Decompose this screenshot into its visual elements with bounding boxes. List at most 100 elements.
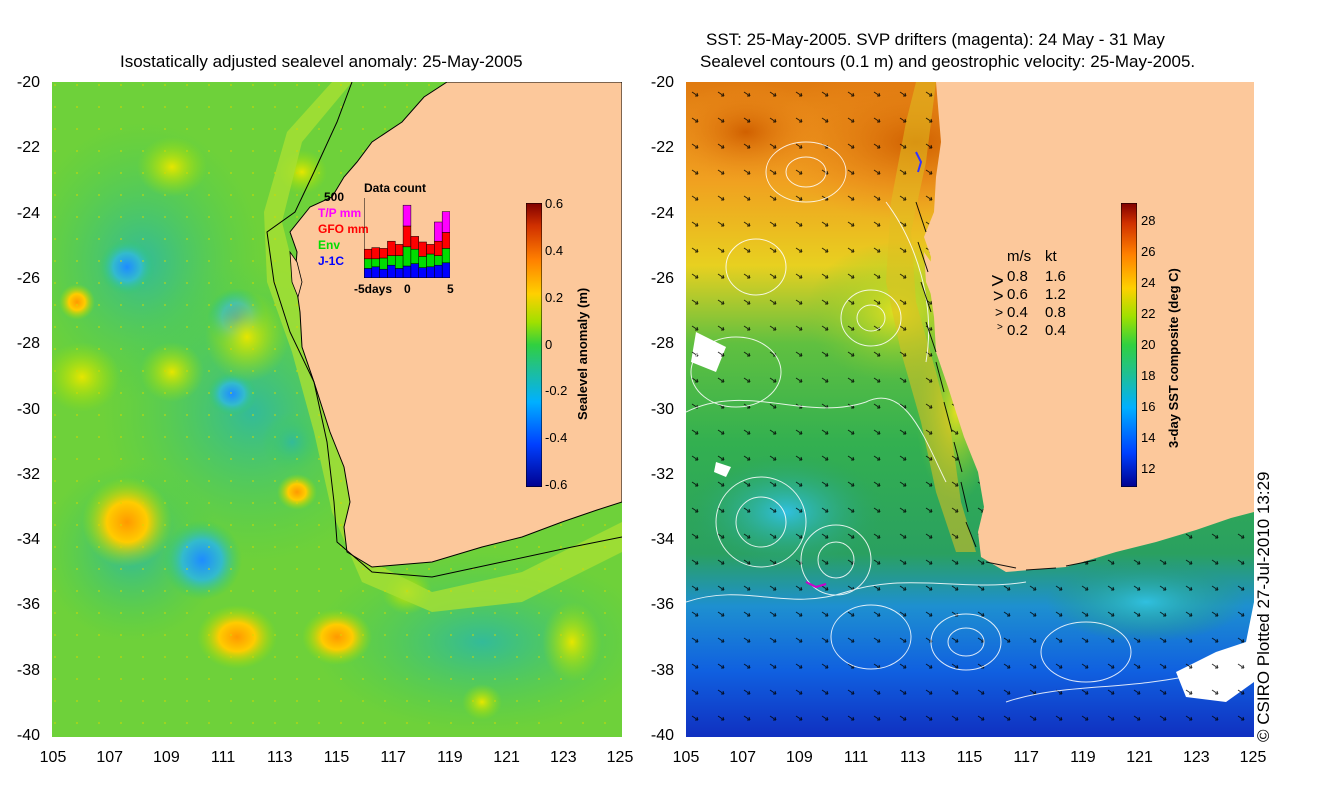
inset-bar-segment (441, 262, 450, 278)
inset-bar-segment (426, 253, 435, 268)
y-tick-label: -40 (16, 727, 40, 744)
speed-legend: m/s kt >0.8 1.6 >0.6 1.2 >0.4 0.8 >0.2 0.4 (985, 248, 1085, 348)
legend-header-ms: m/s (1007, 248, 1032, 265)
x-tick-label: 111 (210, 749, 236, 766)
inset-bar-segment (395, 244, 404, 256)
inset-series-label: GFO mm (318, 222, 369, 236)
inset-bar-segment (418, 241, 427, 257)
legend-speed-kt: 1.2 (1045, 286, 1066, 303)
inset-bar-segment (371, 258, 380, 268)
inset-bar-segment (364, 248, 373, 260)
y-tick-label: -20 (16, 74, 40, 91)
inset-bar-segment (379, 268, 388, 278)
inset-bar-segment (434, 221, 443, 242)
y-tick-label: -24 (16, 204, 40, 222)
inset-bar-segment (426, 244, 435, 255)
legend-arrow-icon: > (997, 322, 1003, 333)
legend-speed-kt: 1.6 (1045, 268, 1066, 285)
inset-bar-segment (410, 263, 419, 278)
y-tick-label: -36 (16, 596, 40, 614)
colorbar-tick-label: 22 (1141, 306, 1156, 321)
legend-speed-ms: 0.4 (1007, 304, 1028, 321)
x-tick-label: 113 (267, 749, 293, 766)
y-tick-label: -30 (650, 400, 674, 418)
y-tick-label: -32 (650, 465, 674, 483)
inset-bar-segment (434, 240, 443, 256)
y-tick-label: -34 (650, 531, 674, 549)
legend-header-kt: kt (1045, 248, 1057, 265)
inset-bar-chart (364, 198, 450, 278)
inset-bar-segment (379, 248, 388, 259)
y-tick-label: -28 (650, 335, 674, 353)
inset-bar-segment (395, 268, 404, 278)
x-tick-label: 121 (493, 749, 520, 766)
colorbar-tick-label: 0.6 (545, 196, 564, 211)
x-tick-label: 113 (900, 749, 926, 766)
colorbar-tick-label: 18 (1141, 368, 1156, 383)
inset-series-label: Env (318, 238, 341, 252)
sst-velocity-map (686, 82, 1254, 737)
y-tick-label: -36 (650, 596, 674, 614)
legend-speed-ms: 0.2 (1007, 322, 1028, 339)
inset-x-label: 5 (447, 282, 454, 296)
x-tick-label: 109 (786, 749, 813, 766)
inset-bar-segment (387, 264, 396, 278)
right-colorbar-label: 3-day SST composite (deg C) (1166, 268, 1181, 448)
y-tick-label: -22 (16, 139, 40, 157)
colorbar-tick-label: -0.6 (545, 477, 568, 492)
legend-speed-kt: 0.4 (1045, 322, 1066, 339)
legend-speed-ms: 0.8 (1007, 268, 1028, 285)
colorbar-tick-label: 24 (1141, 275, 1156, 290)
inset-bar-segment (395, 255, 404, 269)
inset-bar-segment (379, 257, 388, 270)
y-tick-label: -28 (16, 335, 40, 353)
right-panel-title-line1: SST: 25-May-2005. SVP drifters (magenta)… (706, 30, 1165, 49)
x-tick-label: 107 (729, 749, 757, 766)
inset-bar-segment (441, 211, 450, 233)
x-tick-label: 109 (153, 749, 180, 766)
x-tick-label: 105 (39, 749, 67, 766)
y-tick-label: -26 (650, 269, 674, 287)
legend-arrow-icon: > (993, 286, 1004, 306)
inset-bar-segment (402, 265, 412, 278)
x-tick-label: 121 (1126, 749, 1153, 766)
left-colorbar-label: Sealevel anomaly (m) (575, 287, 590, 420)
y-tick-label: -38 (650, 661, 674, 679)
y-tick-label: -22 (650, 139, 674, 157)
inset-bar-segment (426, 266, 435, 278)
x-tick-label: 119 (1070, 749, 1096, 766)
colorbar-tick-label: 0.2 (545, 289, 564, 305)
colorbar-tick-label: -0.2 (545, 383, 568, 399)
sealevel-anomaly-map (52, 82, 622, 737)
inset-bar-segment (441, 232, 450, 249)
x-tick-label: 115 (956, 749, 983, 766)
y-tick-label: -24 (650, 204, 674, 222)
colorbar-tick-label: 28 (1141, 213, 1156, 228)
inset-title: Data count (364, 181, 427, 195)
inset-ymax-label: 500 (324, 190, 345, 204)
inset-bar-segment (364, 268, 373, 278)
y-tick-label: -32 (16, 465, 40, 483)
inset-series-label: J-1C (318, 254, 345, 268)
copyright-notice: © CSIRO Plotted 27-Jul-2010 13:29 (1254, 471, 1273, 742)
inset-bar-segment (402, 204, 412, 227)
inset-bar-segment (410, 248, 419, 264)
inset-bar-segment (441, 248, 450, 264)
inset-bar-segment (410, 236, 419, 250)
y-tick-label: -20 (650, 74, 674, 91)
inset-bar-segment (434, 264, 443, 278)
right-panel-title-line2: Sealevel contours (0.1 m) and geostrophi… (700, 52, 1196, 71)
inset-bar-segment (364, 258, 373, 269)
inset-bar-segment (402, 225, 412, 248)
x-tick-label: 115 (323, 749, 350, 766)
x-tick-label: 123 (1182, 749, 1210, 766)
y-tick-label: -40 (650, 727, 674, 744)
legend-arrow-icon: > (991, 268, 1004, 293)
x-tick-label: 105 (672, 749, 700, 766)
left-colorbar (526, 203, 542, 487)
legend-speed-kt: 0.8 (1045, 304, 1066, 321)
inset-bar-segment (387, 240, 396, 256)
x-tick-label: 117 (1013, 749, 1039, 766)
colorbar-tick-label: 0 (545, 336, 553, 352)
colorbar-tick-label: 14 (1141, 430, 1156, 445)
